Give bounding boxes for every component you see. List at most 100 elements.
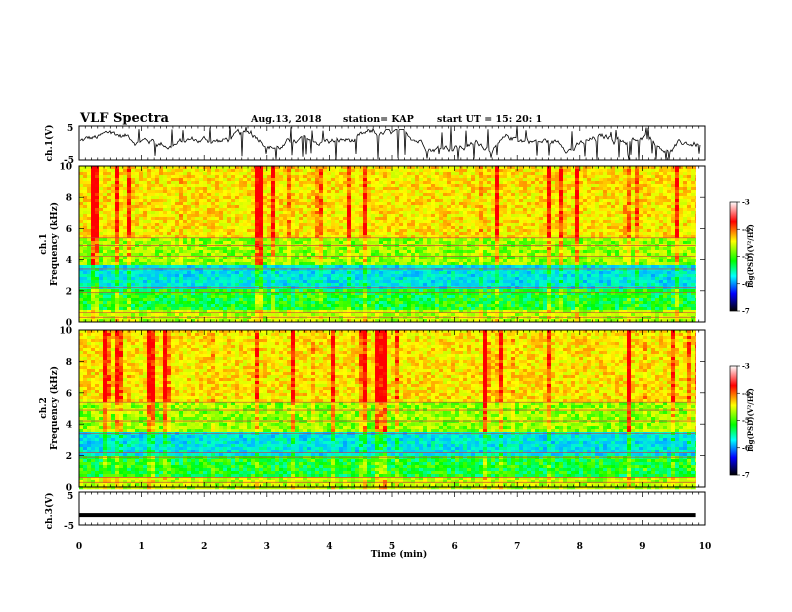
ch1-spectrogram-cell	[119, 247, 124, 251]
ch1-spectrogram-cell	[527, 241, 532, 245]
ch1-spectrogram-cell	[443, 175, 448, 179]
ch1-spectrogram-cell	[575, 238, 580, 242]
ch1-spectrogram-cell	[211, 202, 216, 206]
ch1-spectrogram-cell	[143, 217, 148, 221]
ch1-spectrogram-cell	[627, 184, 632, 188]
ch1-spectrogram-cell	[375, 217, 380, 221]
ch1-spectrogram-cell	[619, 199, 624, 203]
ch1-spectrogram-cell	[415, 238, 420, 242]
ch1-spectrogram-cell	[667, 193, 672, 197]
ch1-spectrogram-cell	[215, 241, 220, 245]
ch1-spectrogram-cell	[571, 208, 576, 212]
ch1-spectrogram-cell	[87, 181, 92, 185]
ch1-spectrogram-cell	[215, 193, 220, 197]
ch1-spectrogram-cell	[367, 187, 372, 191]
ch1-spectrogram-cell	[507, 214, 512, 218]
ch1-spectrogram-cell	[359, 172, 364, 176]
ch1-spectrogram-cell	[299, 205, 304, 209]
ch1-spectrogram-cell	[175, 214, 180, 218]
ch1-spectrogram-cell	[523, 166, 528, 170]
ch1-spectrogram-cell	[595, 199, 600, 203]
ch1-spectrogram-cell	[251, 250, 256, 254]
ch1-spectrogram-cell	[359, 166, 364, 170]
ch1-spectrogram-cell	[579, 181, 584, 185]
ch1-spectrogram-cell	[503, 190, 508, 194]
ch1-spectrogram-cell	[151, 241, 156, 245]
ch1-spectrogram-cell	[559, 208, 564, 212]
ch1-spectrogram-cell	[591, 187, 596, 191]
ch1-spectrogram-cell	[91, 190, 96, 194]
ch1-spectrogram-cell	[671, 187, 676, 191]
ch1-spectrogram-cell	[131, 214, 136, 218]
ch1-spectrogram-cell	[343, 187, 348, 191]
ch1-spectrogram-cell	[327, 250, 332, 254]
ch1-spectrogram-cell	[271, 226, 276, 230]
ch1-spectrogram-cell	[255, 256, 260, 260]
ch1-spectrogram-cell	[299, 181, 304, 185]
ch1-spectrogram-cell	[387, 256, 392, 260]
ch1-spectrogram-cell	[411, 166, 416, 170]
ch1-spectrogram-cell	[527, 202, 532, 206]
ch1-spectrogram-cell	[303, 178, 308, 182]
ch1-spectrogram-cell	[519, 220, 524, 224]
ch1-spectrogram-cell	[635, 202, 640, 206]
ch1-spectrogram-cell	[603, 232, 608, 236]
ch1-spectrogram-cell	[399, 202, 404, 206]
ch1-spectrogram-cell	[171, 223, 176, 227]
ch1-spectrogram-cell	[131, 166, 136, 170]
ch1-spectrogram-cell	[603, 190, 608, 194]
ch1-spectrogram-cell	[443, 187, 448, 191]
ch1-spectrogram-cell	[383, 199, 388, 203]
ch1-spectrogram-cell	[567, 187, 572, 191]
ch1-spectrogram-cell	[467, 208, 472, 212]
ch1-spectrogram-cell	[119, 238, 124, 242]
ch1-spectrogram-cell	[159, 181, 164, 185]
ch1-spectrogram-cell	[127, 214, 132, 218]
ch1-spectrogram-cell	[387, 196, 392, 200]
ch1-spectrogram-cell	[267, 193, 272, 197]
ch1-spectrogram-cell	[695, 226, 696, 230]
ch1-spectrogram-cell	[559, 256, 564, 260]
ch1-spectrogram-cell	[103, 226, 108, 230]
ch1-spectrogram-cell	[171, 202, 176, 206]
ch1-spectrogram-cell	[483, 166, 488, 170]
ch1-spectrogram-cell	[631, 196, 636, 200]
ch1-spectrogram-cell	[119, 217, 124, 221]
ch1-spectrogram-cell	[371, 199, 376, 203]
ch1-spectrogram-cell	[271, 229, 276, 233]
ch1-spectrogram-cell	[175, 190, 180, 194]
ch1-spectrogram-cell	[235, 232, 240, 236]
ch1-spectrogram-cell	[667, 202, 672, 206]
ch1-spectrogram-cell	[151, 232, 156, 236]
ch1-spectrogram-cell	[175, 172, 180, 176]
ch1-spectrogram-cell	[387, 193, 392, 197]
ch1-spectrogram-cell	[527, 187, 532, 191]
ch1-spectrogram-cell	[303, 253, 308, 257]
ch1-spectrogram-cell	[423, 178, 428, 182]
ch1-spectrogram-cell	[247, 175, 252, 179]
ch1-spectrogram-cell	[191, 250, 196, 254]
ch1-spectrogram-cell	[367, 235, 372, 239]
ch1-spectrogram-cell	[127, 175, 132, 179]
ch1-spectrogram-cell	[291, 211, 296, 215]
ch1-spectrogram-cell	[111, 196, 116, 200]
ch1-spectrogram-cell	[687, 187, 692, 191]
ch1-spectrogram-cell	[591, 256, 596, 260]
ch1-spectrogram-cell	[359, 226, 364, 230]
ch1-spectrogram-cell	[507, 181, 512, 185]
ch1-spectrogram-cell	[267, 199, 272, 203]
ch1-spectrogram-cell	[631, 199, 636, 203]
ch1-spectrogram-cell	[423, 169, 428, 173]
ch1-spectrogram-cell	[339, 172, 344, 176]
ch1-spectrogram-cell	[571, 193, 576, 197]
ch1-spectrogram-cell	[435, 199, 440, 203]
ch1-spectrogram-cell	[295, 172, 300, 176]
ch1-spectrogram-cell	[207, 169, 212, 173]
ch1-spectrogram-cell	[343, 250, 348, 254]
ch1-spectrogram-cell	[255, 220, 260, 224]
ch1-spectrogram-cell	[531, 205, 536, 209]
ch1-spectrogram-cell	[107, 202, 112, 206]
ch1-spectrogram-cell	[519, 190, 524, 194]
ch1-spectrogram-cell	[659, 178, 664, 182]
ch1-spectrogram-cell	[247, 199, 252, 203]
